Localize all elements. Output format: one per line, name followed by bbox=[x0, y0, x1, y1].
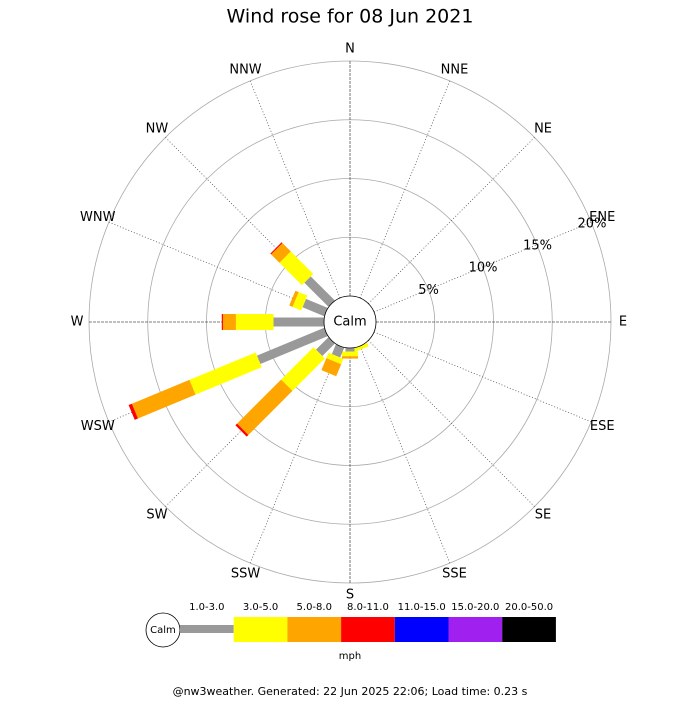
direction-label: SSW bbox=[231, 567, 261, 582]
legend-label: 11.0-15.0 bbox=[398, 602, 446, 613]
legend-label: 3.0-5.0 bbox=[243, 602, 278, 613]
bar-segment bbox=[237, 379, 293, 435]
bar-segment bbox=[235, 423, 249, 437]
direction-label: W bbox=[71, 315, 84, 330]
bar-segment bbox=[315, 337, 335, 357]
legend-swatch bbox=[233, 617, 288, 642]
bar-segment bbox=[289, 290, 299, 307]
bar-segment bbox=[128, 403, 138, 420]
calm-circle bbox=[323, 295, 377, 349]
direction-label: NNW bbox=[229, 62, 261, 77]
direction-label: ESE bbox=[590, 419, 615, 434]
bar-segment bbox=[222, 314, 236, 330]
legend-label: 5.0-8.0 bbox=[297, 602, 332, 613]
legend-label: 20.0-50.0 bbox=[505, 602, 553, 613]
spoke bbox=[359, 80, 451, 299]
bar-segment bbox=[279, 251, 314, 286]
chart-title: Wind rose for 08 Jun 2021 bbox=[227, 6, 474, 28]
legend-swatch bbox=[394, 617, 449, 642]
bar-segment bbox=[271, 243, 291, 263]
legend-label: 1.0-3.0 bbox=[189, 602, 224, 613]
bar-segment bbox=[221, 314, 223, 330]
direction-label: SSE bbox=[442, 567, 467, 582]
bar-segment bbox=[256, 327, 328, 364]
legend-swatch bbox=[180, 625, 234, 633]
ring-label: 5% bbox=[418, 283, 439, 298]
spoke bbox=[373, 331, 592, 423]
ring-label: 10% bbox=[469, 261, 498, 276]
bar-segment bbox=[342, 356, 358, 359]
direction-label: N bbox=[345, 42, 355, 57]
spoke bbox=[373, 221, 592, 313]
bar-segment bbox=[302, 298, 328, 317]
bar-segment bbox=[304, 276, 335, 307]
direction-label: WNW bbox=[80, 210, 116, 225]
legend-label: 8.0-11.0 bbox=[347, 602, 389, 613]
direction-label: E bbox=[619, 315, 627, 330]
spoke bbox=[108, 221, 327, 313]
footer: @nw3weather. Generated: 22 Jun 2025 22:0… bbox=[173, 685, 528, 698]
unit-label: mph bbox=[339, 651, 361, 662]
spoke bbox=[249, 80, 341, 299]
legend-swatch bbox=[341, 617, 395, 642]
bar-segment bbox=[281, 347, 325, 391]
legend-swatch bbox=[502, 617, 556, 642]
calm-label: Calm bbox=[333, 315, 366, 330]
bar-segment bbox=[326, 352, 344, 365]
bar-segment bbox=[321, 358, 342, 377]
direction-label: SE bbox=[535, 508, 551, 523]
legend-swatch bbox=[448, 617, 503, 642]
legend-calm-label: Calm bbox=[150, 625, 176, 636]
bar-segment bbox=[131, 379, 196, 419]
bar-segment bbox=[342, 351, 358, 357]
bar-segment bbox=[273, 317, 324, 327]
legend-swatch bbox=[287, 617, 342, 642]
spoke bbox=[368, 137, 535, 304]
spoke bbox=[368, 340, 535, 507]
bar-segment bbox=[352, 342, 369, 353]
spoke bbox=[359, 345, 451, 564]
direction-label: WSW bbox=[81, 419, 115, 434]
direction-label: NNE bbox=[441, 62, 469, 77]
ring-label: 15% bbox=[523, 239, 552, 254]
direction-label: NW bbox=[146, 121, 169, 136]
legend-label: 15.0-20.0 bbox=[451, 602, 499, 613]
spoke bbox=[249, 345, 341, 564]
bar-segment bbox=[331, 344, 345, 358]
direction-label: ENE bbox=[589, 210, 615, 225]
bar-segment bbox=[292, 292, 308, 311]
bar-segment bbox=[189, 352, 262, 395]
bar-segment bbox=[270, 242, 283, 255]
direction-label: SW bbox=[146, 508, 167, 523]
bar-segment bbox=[345, 348, 355, 352]
direction-label: S bbox=[346, 588, 354, 603]
ring-label: 20% bbox=[578, 217, 607, 232]
bar-segment bbox=[235, 314, 274, 330]
direction-label: NE bbox=[534, 121, 552, 136]
